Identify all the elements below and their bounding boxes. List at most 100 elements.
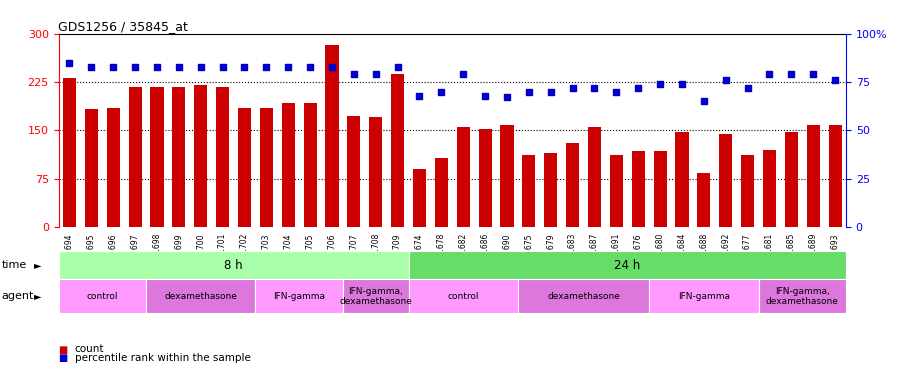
- Point: [128, 64, 142, 70]
- Point: [391, 64, 405, 70]
- Point: [828, 77, 842, 83]
- Bar: [260, 108, 273, 227]
- Bar: [391, 74, 404, 227]
- Bar: [63, 78, 76, 227]
- Bar: [146, 279, 256, 313]
- Text: count: count: [75, 345, 104, 354]
- Bar: [588, 127, 601, 227]
- Text: IFN-gamma: IFN-gamma: [273, 292, 325, 301]
- Point: [652, 81, 667, 87]
- Point: [784, 71, 798, 77]
- Bar: [829, 125, 842, 227]
- Bar: [282, 103, 295, 227]
- Point: [456, 71, 471, 77]
- Bar: [435, 158, 448, 227]
- Bar: [58, 251, 409, 279]
- Point: [215, 64, 230, 70]
- Text: dexamethasone: dexamethasone: [547, 292, 620, 301]
- Bar: [806, 125, 820, 227]
- Text: time: time: [2, 260, 27, 270]
- Bar: [719, 134, 733, 227]
- Text: IFN-gamma: IFN-gamma: [678, 292, 730, 301]
- Point: [544, 89, 558, 95]
- Point: [412, 93, 427, 99]
- Bar: [58, 279, 146, 313]
- Bar: [85, 109, 98, 227]
- Point: [106, 64, 121, 70]
- Bar: [479, 129, 491, 227]
- Point: [565, 85, 580, 91]
- Bar: [763, 150, 776, 227]
- Point: [303, 64, 318, 70]
- Bar: [129, 87, 141, 227]
- Bar: [150, 87, 164, 227]
- Text: dexamethasone: dexamethasone: [164, 292, 237, 301]
- Point: [478, 93, 492, 99]
- Point: [62, 60, 77, 66]
- Text: ►: ►: [34, 291, 41, 301]
- Point: [172, 64, 186, 70]
- Bar: [172, 87, 185, 227]
- Bar: [698, 174, 710, 227]
- Point: [346, 71, 361, 77]
- Text: control: control: [447, 292, 479, 301]
- Point: [84, 64, 98, 70]
- Point: [368, 71, 382, 77]
- Point: [149, 64, 164, 70]
- Bar: [649, 279, 759, 313]
- Bar: [409, 251, 846, 279]
- Text: GDS1256 / 35845_at: GDS1256 / 35845_at: [58, 20, 188, 33]
- Point: [522, 89, 536, 95]
- Point: [609, 89, 624, 95]
- Bar: [347, 116, 360, 227]
- Bar: [303, 103, 317, 227]
- Point: [194, 64, 208, 70]
- Text: agent: agent: [2, 291, 34, 301]
- Point: [718, 77, 733, 83]
- Point: [500, 94, 514, 100]
- Point: [675, 81, 689, 87]
- Bar: [759, 279, 846, 313]
- Bar: [106, 108, 120, 227]
- Bar: [632, 151, 644, 227]
- Text: IFN-gamma,
dexamethasone: IFN-gamma, dexamethasone: [339, 286, 412, 306]
- Point: [697, 98, 711, 104]
- Text: IFN-gamma,
dexamethasone: IFN-gamma, dexamethasone: [766, 286, 839, 306]
- Text: control: control: [86, 292, 118, 301]
- Bar: [566, 143, 579, 227]
- Bar: [409, 279, 518, 313]
- Bar: [326, 45, 338, 227]
- Text: 24 h: 24 h: [614, 259, 641, 272]
- Bar: [413, 169, 426, 227]
- Bar: [675, 132, 688, 227]
- Point: [259, 64, 274, 70]
- Bar: [785, 132, 798, 227]
- Bar: [238, 108, 251, 227]
- Bar: [456, 127, 470, 227]
- Text: ■: ■: [58, 353, 68, 363]
- Point: [741, 85, 755, 91]
- Bar: [522, 155, 536, 227]
- Point: [631, 85, 645, 91]
- Bar: [610, 155, 623, 227]
- Bar: [194, 85, 207, 227]
- Point: [281, 64, 295, 70]
- Point: [434, 89, 448, 95]
- Text: percentile rank within the sample: percentile rank within the sample: [75, 353, 250, 363]
- Bar: [256, 279, 343, 313]
- Bar: [544, 153, 557, 227]
- Bar: [653, 151, 667, 227]
- Point: [762, 71, 777, 77]
- Text: 8 h: 8 h: [224, 259, 243, 272]
- Text: ■: ■: [58, 345, 68, 354]
- Point: [587, 85, 601, 91]
- Point: [806, 71, 821, 77]
- Bar: [518, 279, 649, 313]
- Point: [325, 64, 339, 70]
- Bar: [500, 125, 514, 227]
- Bar: [369, 117, 382, 227]
- Bar: [343, 279, 409, 313]
- Bar: [741, 155, 754, 227]
- Point: [238, 64, 252, 70]
- Bar: [216, 87, 230, 227]
